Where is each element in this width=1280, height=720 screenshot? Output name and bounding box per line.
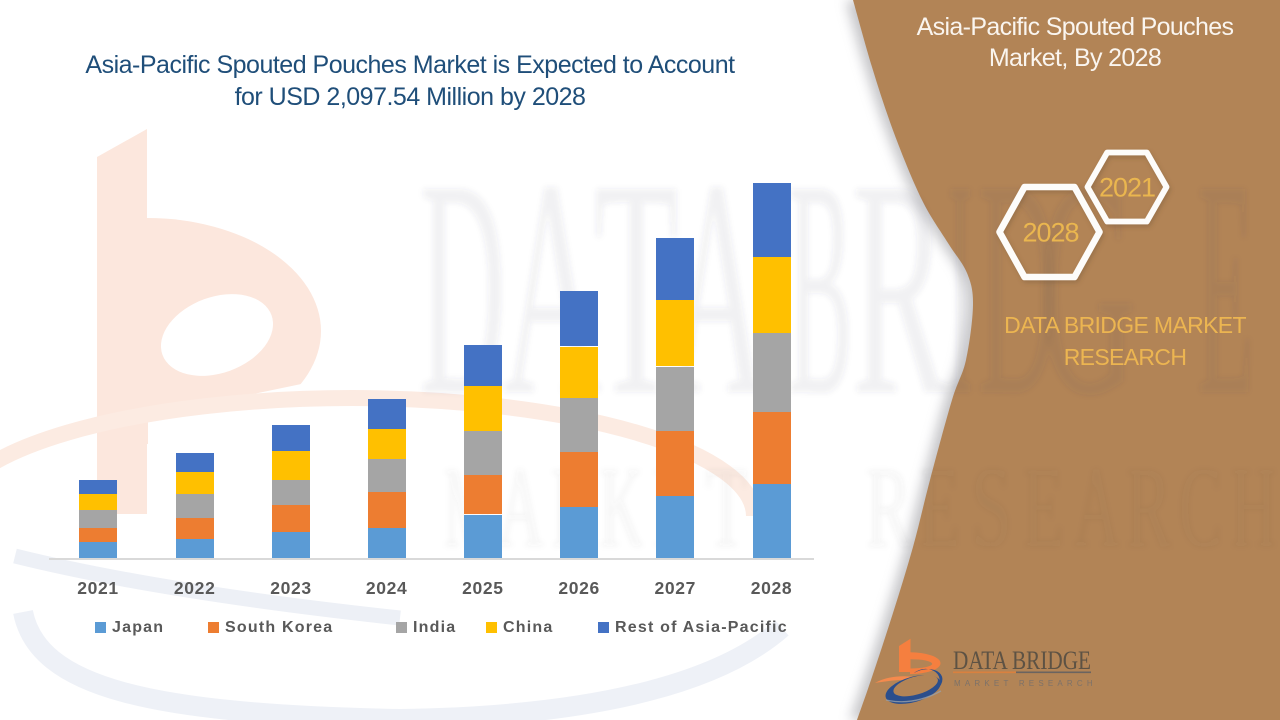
svg-text:2021: 2021 — [1099, 173, 1155, 203]
svg-text:R: R — [1126, 442, 1172, 571]
svg-text:T: T — [706, 444, 747, 571]
svg-text:I: I — [948, 115, 972, 459]
svg-text:R: R — [852, 117, 948, 460]
svg-text:E: E — [1023, 444, 1064, 571]
svg-text:B: B — [788, 115, 853, 459]
svg-text:E: E — [1198, 116, 1253, 459]
svg-text:A: A — [498, 444, 543, 572]
svg-text:R: R — [866, 442, 912, 571]
svg-text:H: H — [1231, 444, 1276, 572]
svg-text:D: D — [978, 118, 1058, 460]
svg-text:E: E — [919, 444, 960, 571]
svg-text:2028: 2028 — [1022, 218, 1078, 248]
svg-text:A: A — [1074, 444, 1119, 572]
svg-text:DATA BRIDGE: DATA BRIDGE — [953, 646, 1091, 675]
svg-text:S: S — [971, 443, 1012, 572]
svg-text:MARKET RESEARCH: MARKET RESEARCH — [954, 679, 1097, 688]
svg-text:K: K — [600, 443, 643, 571]
svg-text:G: G — [1038, 116, 1136, 459]
svg-text:C: C — [1179, 443, 1222, 571]
